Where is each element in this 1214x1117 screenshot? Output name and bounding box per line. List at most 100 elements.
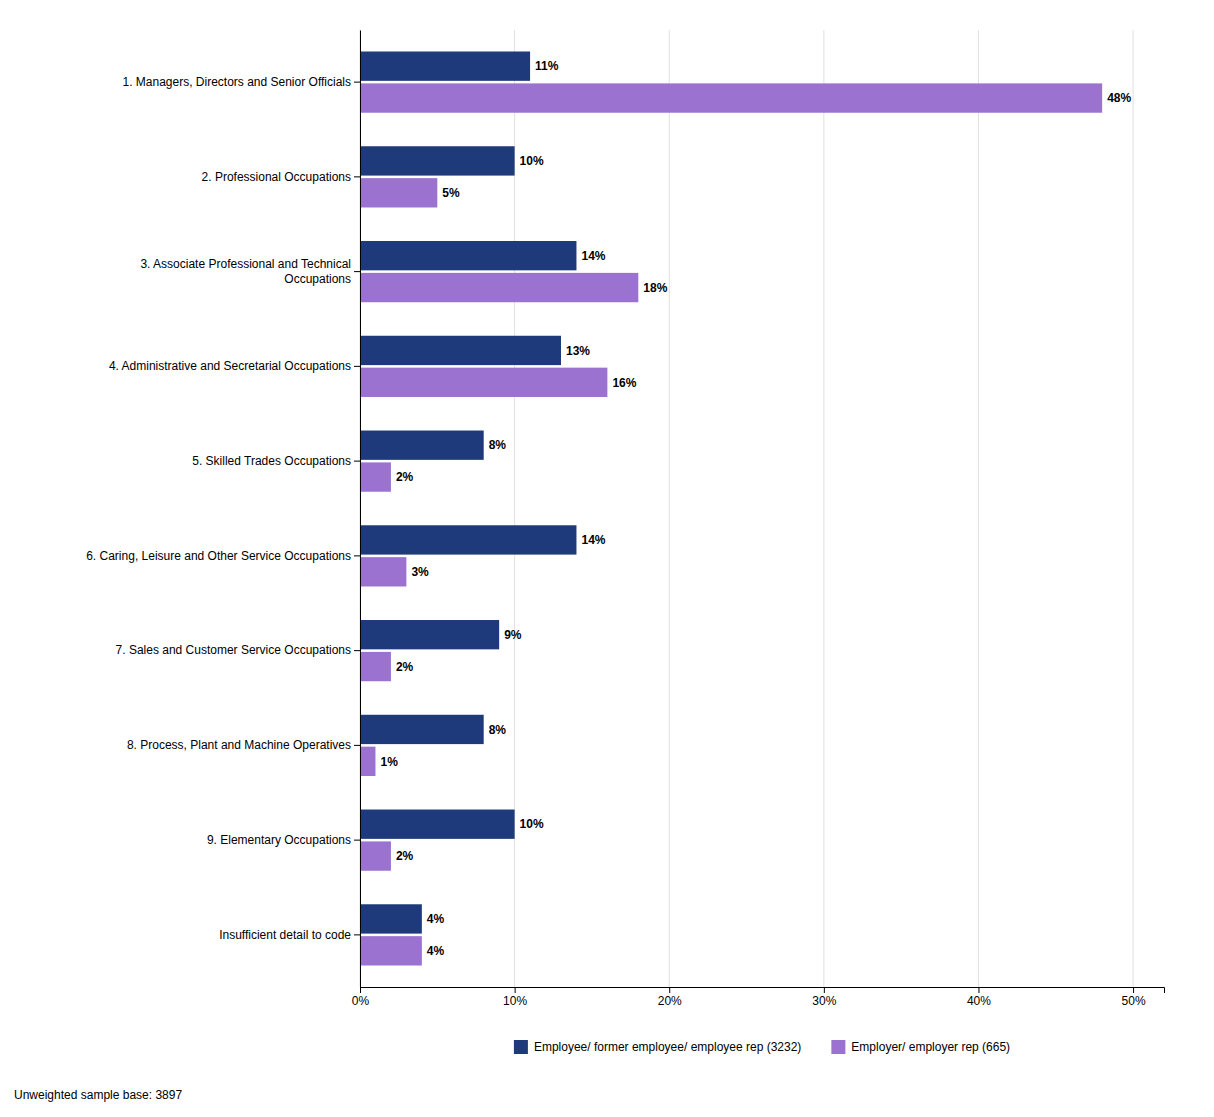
bar xyxy=(360,810,515,839)
data-label: 5% xyxy=(442,186,460,200)
data-label: 10% xyxy=(520,154,544,168)
bar xyxy=(360,431,484,460)
grid-line xyxy=(823,30,824,987)
grid xyxy=(360,30,1133,987)
tick: 9. Elementary Occupations xyxy=(207,833,360,847)
tick-label: 5. Skilled Trades Occupations xyxy=(192,454,351,468)
tick-mark xyxy=(354,934,360,935)
tick: 50% xyxy=(1122,987,1146,1008)
tick: 40% xyxy=(967,987,991,1008)
tick-mark xyxy=(354,366,360,367)
grid-line xyxy=(360,30,361,987)
tick-label: 30% xyxy=(812,994,836,1008)
grid-line xyxy=(978,30,979,987)
bar xyxy=(360,557,406,586)
data-label: 14% xyxy=(581,249,605,263)
tick-mark xyxy=(360,987,361,993)
x-axis: 0% 10% 20% 30% 40% 50% xyxy=(352,987,1165,1008)
data-label: 48% xyxy=(1107,91,1131,105)
bar-series xyxy=(360,52,576,934)
tick-label-line: Occupations xyxy=(284,272,351,286)
tick-label: 6. Caring, Leisure and Other Service Occ… xyxy=(86,549,351,563)
legend: Employee/ former employee/ employee rep … xyxy=(514,1040,1010,1054)
tick-label: 10% xyxy=(503,994,527,1008)
tick-label: 1. Managers, Directors and Senior Offici… xyxy=(122,75,351,89)
data-label: 4% xyxy=(427,912,445,926)
legend-label: Employee/ former employee/ employee rep … xyxy=(534,1040,801,1054)
data-label: 4% xyxy=(427,944,445,958)
tick-mark xyxy=(515,987,516,993)
tick-mark xyxy=(354,461,360,462)
tick-mark xyxy=(354,555,360,556)
tick-label: 40% xyxy=(967,994,991,1008)
tick-mark xyxy=(1133,987,1134,993)
tick-label: 50% xyxy=(1122,994,1146,1008)
bar xyxy=(360,241,576,270)
tick: 8. Process, Plant and Machine Operatives xyxy=(127,738,360,752)
tick-label: 8. Process, Plant and Machine Operatives xyxy=(127,738,351,752)
bar xyxy=(360,336,561,365)
tick-mark xyxy=(354,650,360,651)
axis-line xyxy=(361,988,1165,994)
footnote: Unweighted sample base: 3897 xyxy=(14,1088,182,1102)
bars xyxy=(360,52,1102,966)
grid-line xyxy=(1133,30,1134,987)
data-label: 18% xyxy=(643,281,667,295)
data-label: 2% xyxy=(396,470,414,484)
legend-item: Employer/ employer rep (665) xyxy=(831,1040,1010,1054)
bar xyxy=(360,368,607,397)
legend-swatch xyxy=(831,1040,845,1054)
bar xyxy=(360,178,437,207)
data-label: 1% xyxy=(380,755,398,769)
bar-series xyxy=(360,83,1102,965)
tick-label: 0% xyxy=(352,994,370,1008)
bar xyxy=(360,146,515,175)
tick: 3. Associate Professional and TechnicalO… xyxy=(140,257,360,285)
tick: 5. Skilled Trades Occupations xyxy=(192,454,360,468)
tick: 10% xyxy=(503,987,527,1008)
tick: 20% xyxy=(658,987,682,1008)
tick: 4. Administrative and Secretarial Occupa… xyxy=(109,359,360,373)
tick: 7. Sales and Customer Service Occupation… xyxy=(116,643,360,657)
bar xyxy=(360,52,530,81)
tick-label: 20% xyxy=(658,994,682,1008)
bar xyxy=(360,525,576,554)
tick-label-line: 3. Associate Professional and Technical xyxy=(140,257,351,271)
legend-swatch xyxy=(514,1040,528,1054)
tick-mark xyxy=(354,745,360,746)
data-label: 16% xyxy=(612,376,636,390)
bar xyxy=(360,747,375,776)
legend-item: Employee/ former employee/ employee rep … xyxy=(514,1040,801,1054)
tick-label: 4. Administrative and Secretarial Occupa… xyxy=(109,359,351,373)
data-label: 9% xyxy=(504,628,522,642)
data-label: 8% xyxy=(489,438,507,452)
plot: 11%10%14%13%8%14%9%8%10%4%48%5%18%16%2%3… xyxy=(86,30,1164,1008)
tick-mark xyxy=(354,176,360,177)
bar xyxy=(360,273,638,302)
tick: 6. Caring, Leisure and Other Service Occ… xyxy=(86,549,360,563)
tick: 2. Professional Occupations xyxy=(202,170,360,184)
bar xyxy=(360,462,391,491)
data-label: 10% xyxy=(520,817,544,831)
bar xyxy=(360,620,499,649)
tick-mark xyxy=(978,987,979,993)
data-label: 2% xyxy=(396,849,414,863)
tick-mark xyxy=(354,840,360,841)
y-axis: 1. Managers, Directors and Senior Offici… xyxy=(86,31,360,988)
data-label: 13% xyxy=(566,344,590,358)
bar xyxy=(360,841,391,870)
data-label: 8% xyxy=(489,723,507,737)
tick-label: 2. Professional Occupations xyxy=(202,170,351,184)
legend-label: Employer/ employer rep (665) xyxy=(851,1040,1010,1054)
tick-mark xyxy=(354,82,360,83)
tick: 1. Managers, Directors and Senior Offici… xyxy=(122,75,360,89)
tick-label: 3. Associate Professional and TechnicalO… xyxy=(140,257,351,285)
tick-label: 7. Sales and Customer Service Occupation… xyxy=(116,643,351,657)
bar xyxy=(360,936,422,965)
bar xyxy=(360,715,484,744)
tick: 0% xyxy=(352,987,370,1008)
tick-label: Insufficient detail to code xyxy=(219,928,351,942)
data-label: 3% xyxy=(411,565,429,579)
tick: Insufficient detail to code xyxy=(219,928,360,942)
data-labels: 11%10%14%13%8%14%9%8%10%4%48%5%18%16%2%3… xyxy=(380,59,1131,958)
